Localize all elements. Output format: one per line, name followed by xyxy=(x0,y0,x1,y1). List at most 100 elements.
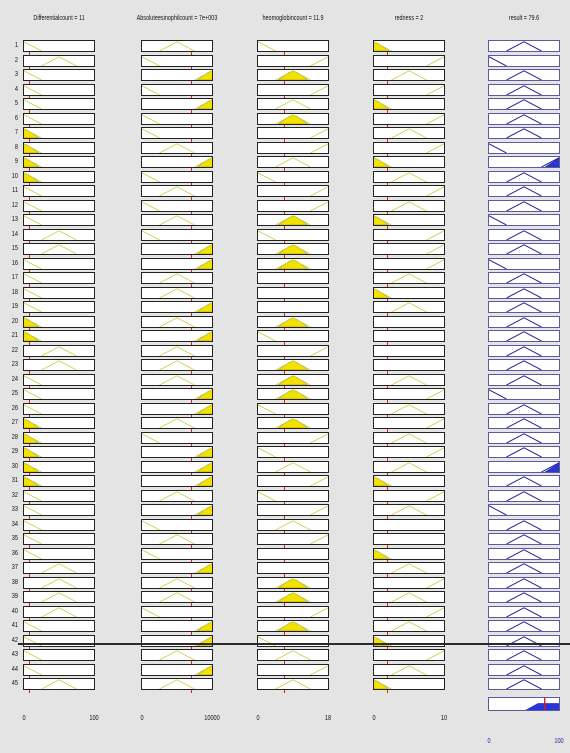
input-mf-cell[interactable] xyxy=(257,576,329,589)
input-mf-cell[interactable] xyxy=(141,388,213,400)
output-mf-cell[interactable] xyxy=(488,156,560,168)
aggregate-output-plot[interactable] xyxy=(488,696,560,711)
input-mf-cell[interactable] xyxy=(23,475,95,487)
input-mf-cell[interactable] xyxy=(23,170,95,183)
input-mf-cell[interactable] xyxy=(141,69,213,81)
input-mf-cell[interactable] xyxy=(23,40,95,52)
input-mf-cell[interactable] xyxy=(257,83,329,96)
input-mf-cell[interactable] xyxy=(141,98,213,110)
output-mf-cell[interactable] xyxy=(488,330,560,342)
input-mf-cell[interactable] xyxy=(23,127,95,139)
input-mf-cell[interactable] xyxy=(23,388,95,400)
input-mf-cell[interactable] xyxy=(373,460,445,473)
output-mf-cell[interactable] xyxy=(488,620,560,632)
input-mf-cell[interactable] xyxy=(373,591,445,603)
input-mf-cell[interactable] xyxy=(257,620,329,632)
input-mf-cell[interactable] xyxy=(373,678,445,690)
input-mf-cell[interactable] xyxy=(257,663,329,676)
input-mf-cell[interactable] xyxy=(257,286,329,299)
input-mf-cell[interactable] xyxy=(373,504,445,516)
input-mf-cell[interactable] xyxy=(373,127,445,139)
output-mf-cell[interactable] xyxy=(488,344,560,357)
input-mf-cell[interactable] xyxy=(141,620,213,632)
output-mf-cell[interactable] xyxy=(488,518,560,531)
input-mf-cell[interactable] xyxy=(23,446,95,458)
input-mf-cell[interactable] xyxy=(373,301,445,313)
input-mf-cell[interactable] xyxy=(141,663,213,676)
output-mf-cell[interactable] xyxy=(488,663,560,676)
output-mf-cell[interactable] xyxy=(488,605,560,618)
input-mf-cell[interactable] xyxy=(373,663,445,676)
input-mf-cell[interactable] xyxy=(23,272,95,284)
output-mf-cell[interactable] xyxy=(488,475,560,487)
input-mf-cell[interactable] xyxy=(373,112,445,125)
input-mf-cell[interactable] xyxy=(373,228,445,241)
input-mf-cell[interactable] xyxy=(23,98,95,110)
input-mf-cell[interactable] xyxy=(141,170,213,183)
input-mf-cell[interactable] xyxy=(257,344,329,357)
input-mf-cell[interactable] xyxy=(141,446,213,458)
input-mf-cell[interactable] xyxy=(23,605,95,618)
input-mf-cell[interactable] xyxy=(257,562,329,574)
output-mf-cell[interactable] xyxy=(488,533,560,545)
input-mf-cell[interactable] xyxy=(141,54,213,67)
input-mf-cell[interactable] xyxy=(141,504,213,516)
input-mf-cell[interactable] xyxy=(257,446,329,458)
input-mf-cell[interactable] xyxy=(373,533,445,545)
input-mf-cell[interactable] xyxy=(257,185,329,197)
output-mf-cell[interactable] xyxy=(488,214,560,226)
input-mf-cell[interactable] xyxy=(141,330,213,342)
input-mf-cell[interactable] xyxy=(141,301,213,313)
input-mf-cell[interactable] xyxy=(257,591,329,603)
input-mf-cell[interactable] xyxy=(23,257,95,270)
input-mf-cell[interactable] xyxy=(257,489,329,502)
output-mf-cell[interactable] xyxy=(488,388,560,400)
output-mf-cell[interactable] xyxy=(488,112,560,125)
input-mf-cell[interactable] xyxy=(373,344,445,357)
input-mf-cell[interactable] xyxy=(141,402,213,415)
output-mf-cell[interactable] xyxy=(488,243,560,255)
input-mf-cell[interactable] xyxy=(373,576,445,589)
input-mf-cell[interactable] xyxy=(257,475,329,487)
output-mf-cell[interactable] xyxy=(488,228,560,241)
input-mf-cell[interactable] xyxy=(373,605,445,618)
input-mf-cell[interactable] xyxy=(23,663,95,676)
input-mf-cell[interactable] xyxy=(373,489,445,502)
output-mf-cell[interactable] xyxy=(488,591,560,603)
output-mf-cell[interactable] xyxy=(488,402,560,415)
input-mf-cell[interactable] xyxy=(141,649,213,661)
output-mf-cell[interactable] xyxy=(488,678,560,690)
input-mf-cell[interactable] xyxy=(23,489,95,502)
input-mf-cell[interactable] xyxy=(141,547,213,560)
input-mf-cell[interactable] xyxy=(23,185,95,197)
input-mf-cell[interactable] xyxy=(141,373,213,386)
input-mf-cell[interactable] xyxy=(141,156,213,168)
input-mf-cell[interactable] xyxy=(373,330,445,342)
output-mf-cell[interactable] xyxy=(488,431,560,444)
input-mf-cell[interactable] xyxy=(141,678,213,690)
input-mf-cell[interactable] xyxy=(373,649,445,661)
output-mf-cell[interactable] xyxy=(488,185,560,197)
input-mf-cell[interactable] xyxy=(373,620,445,632)
output-mf-cell[interactable] xyxy=(488,417,560,429)
input-mf-cell[interactable] xyxy=(141,286,213,299)
input-mf-cell[interactable] xyxy=(141,272,213,284)
input-mf-cell[interactable] xyxy=(373,243,445,255)
output-mf-cell[interactable] xyxy=(488,504,560,516)
input-mf-cell[interactable] xyxy=(23,678,95,690)
input-mf-cell[interactable] xyxy=(373,40,445,52)
input-mf-cell[interactable] xyxy=(373,286,445,299)
input-mf-cell[interactable] xyxy=(141,431,213,444)
input-mf-cell[interactable] xyxy=(141,228,213,241)
input-mf-cell[interactable] xyxy=(257,127,329,139)
output-mf-cell[interactable] xyxy=(488,359,560,371)
input-mf-cell[interactable] xyxy=(257,69,329,81)
output-mf-cell[interactable] xyxy=(488,54,560,67)
input-mf-cell[interactable] xyxy=(141,591,213,603)
input-mf-cell[interactable] xyxy=(373,373,445,386)
output-mf-cell[interactable] xyxy=(488,489,560,502)
input-mf-cell[interactable] xyxy=(141,83,213,96)
input-mf-cell[interactable] xyxy=(373,475,445,487)
input-mf-cell[interactable] xyxy=(141,576,213,589)
output-mf-cell[interactable] xyxy=(488,315,560,328)
